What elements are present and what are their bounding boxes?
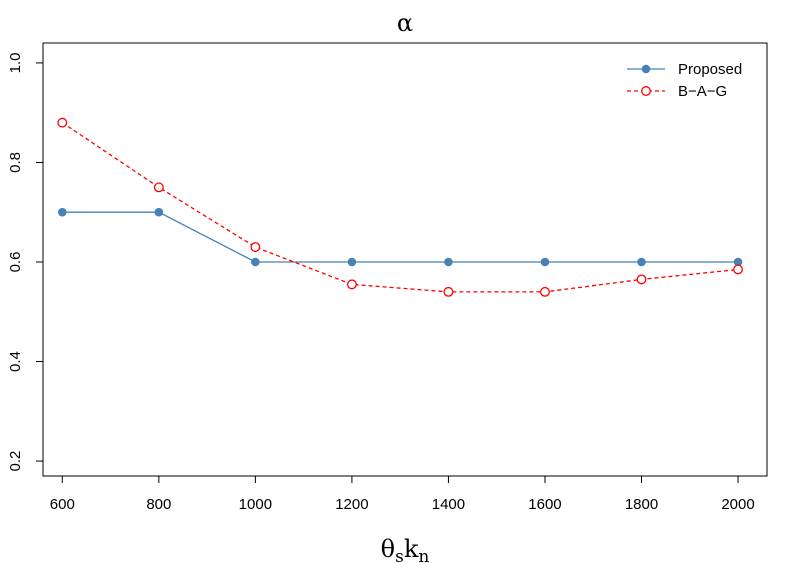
x-tick-label: 1800 [625,496,658,513]
legend-label: B−A−G [678,83,727,100]
y-axis: 0.2 0.4 0.6 0.8 1.0 [7,52,43,471]
y-tick-label: 0.6 [7,252,24,273]
data-point [444,257,453,267]
data-point [636,274,647,285]
legend-marker [641,64,651,74]
y-tick-label: 0.4 [7,351,24,372]
data-point [637,257,646,267]
data-point [250,242,261,253]
series-1 [58,207,743,267]
data-point [57,117,68,128]
legend-marker [641,86,651,96]
series-line [61,122,739,293]
data-point [733,257,743,267]
x-tick-label: 1000 [239,496,272,513]
chart-title: α [397,9,413,37]
data-point [733,264,743,275]
x-tick-label: 1400 [432,496,465,513]
x-tick-label: 600 [50,496,75,513]
data-point [540,286,550,297]
x-tick-label: 2000 [721,496,754,513]
data-point [347,257,357,267]
x-tick-label: 1200 [335,496,368,513]
data-point [346,279,357,290]
data-point [251,257,260,267]
x-tick-label: 1600 [528,496,561,513]
legend-label: Proposed [678,61,742,78]
y-tick-label: 0.2 [7,451,24,472]
series-layer [57,117,743,297]
data-point [154,207,164,217]
series-2 [57,117,743,297]
data-point [443,286,454,297]
x-tick-label: 800 [146,496,171,513]
data-point [58,207,67,217]
data-point [540,257,550,267]
x-axis-label: θskn [381,535,430,564]
plot-frame [42,42,768,477]
data-point [153,182,164,193]
y-tick-label: 0.8 [7,152,24,173]
series-line [62,211,738,263]
legend: Proposed B−A−G [627,61,742,100]
y-tick-label: 1.0 [7,52,24,73]
x-axis: 600 800 1000 1200 1400 1600 1800 2000 [50,476,755,513]
